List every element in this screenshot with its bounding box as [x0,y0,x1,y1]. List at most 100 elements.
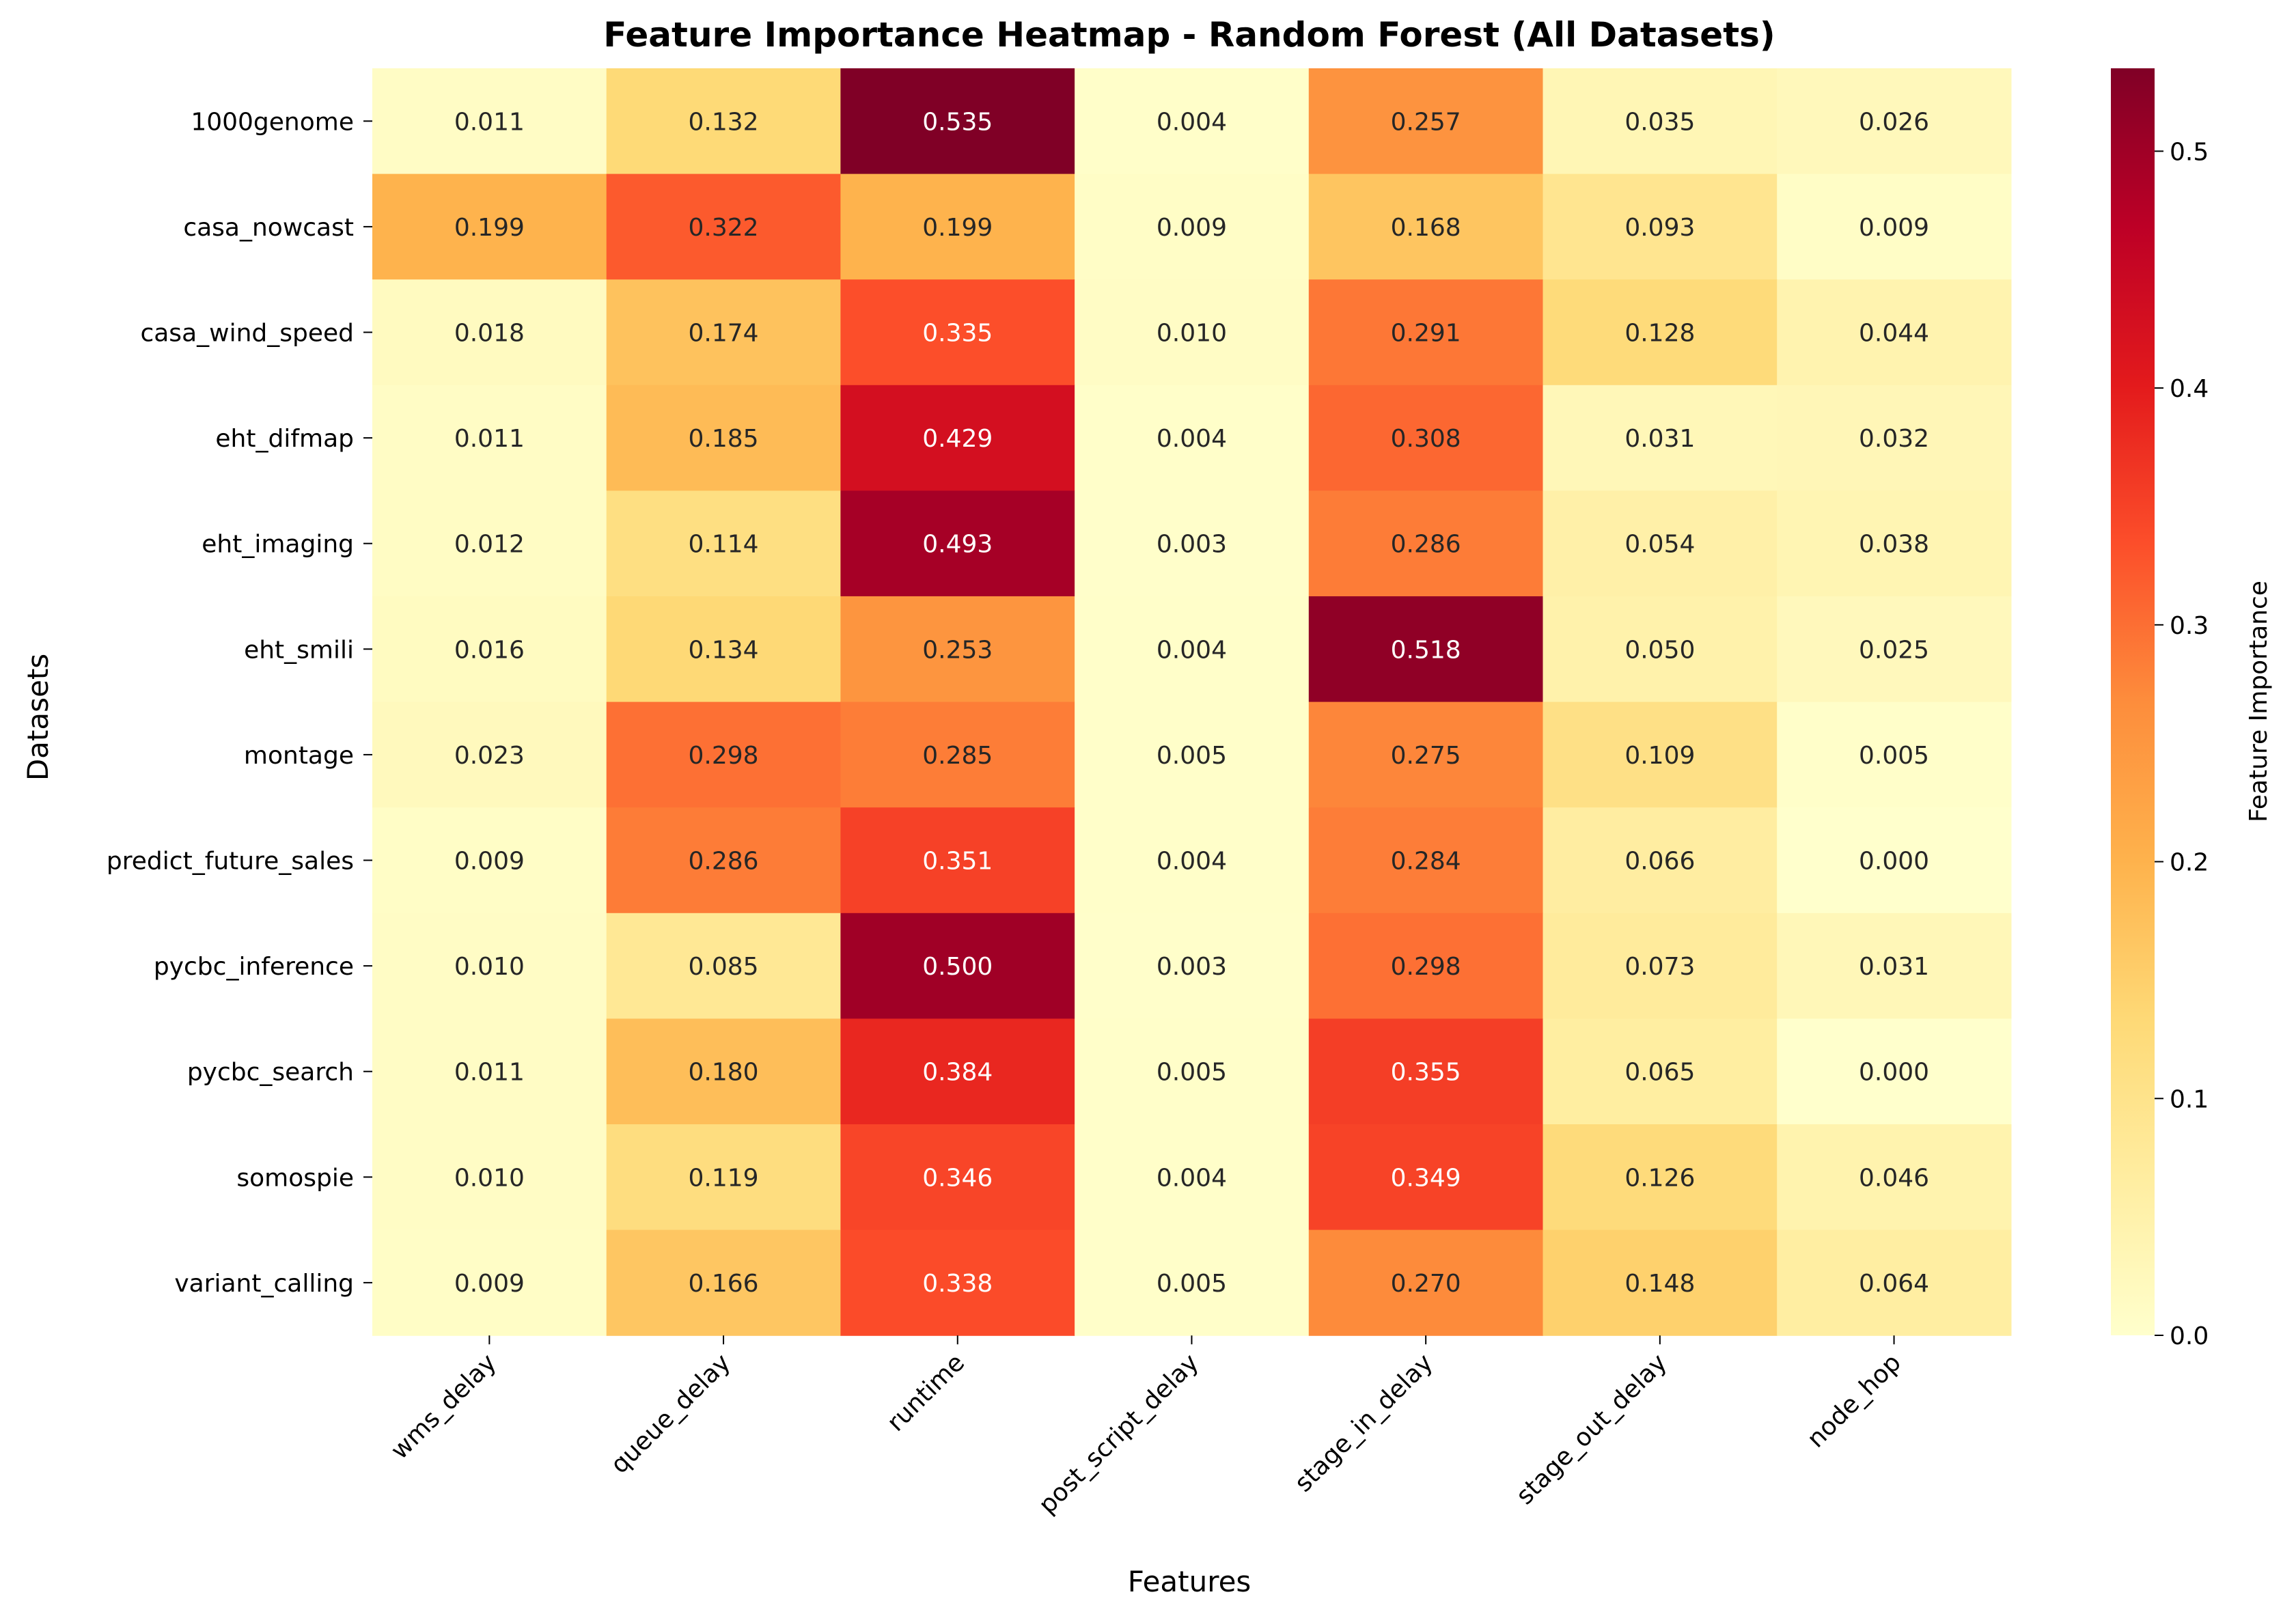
colorbar-tick-label: 0.0 [2170,1322,2209,1350]
heatmap-cell [840,173,1075,280]
cell-value-label: 0.016 [454,636,525,664]
heatmap-cells: 0.011 0.132 0.535 0.004 0.257 0.035 0.026 0.199… [372,68,2012,1336]
y-tick-label: somospie [236,1164,354,1192]
cell-value-label: 0.298 [1391,953,1461,981]
heatmap-cell [372,1229,607,1336]
cell-value-label: 0.005 [1157,742,1227,770]
heatmap-cell [1308,68,1544,175]
cell-value-label: 0.535 [922,108,993,136]
cell-value-label: 0.065 [1624,1059,1695,1087]
x-axis-label: Features [1128,1565,1251,1598]
cell-value-label: 0.500 [922,953,993,981]
cell-value-label: 0.275 [1391,742,1461,770]
cell-value-label: 0.338 [922,1270,993,1298]
y-tick-label: eht_smili [244,636,354,664]
cell-value-label: 0.284 [1391,848,1461,876]
cell-value-label: 0.384 [922,1059,993,1087]
heatmap-cell [1543,173,1778,280]
heatmap-cell [1308,807,1544,914]
cell-value-label: 0.126 [1624,1164,1695,1192]
cell-value-label: 0.132 [689,108,759,136]
cell-value-label: 0.009 [454,848,525,876]
cell-value-label: 0.128 [1624,320,1695,348]
heatmap-cell [372,913,607,1019]
colorbar-tick-label: 0.3 [2170,612,2209,640]
heatmap-cell [372,68,607,175]
heatmap-cell [1308,490,1544,597]
cell-value-label: 0.134 [689,636,759,664]
heatmap-cell [1308,1018,1544,1125]
cell-value-label: 0.166 [689,1270,759,1298]
cell-value-label: 0.064 [1859,1270,1929,1298]
cell-value-label: 0.066 [1624,848,1695,876]
heatmap-cell [1543,1124,1778,1231]
heatmap-cell [372,279,607,386]
heatmap-cell [1543,807,1778,914]
heatmap-cell [606,1018,841,1125]
cell-value-label: 0.005 [1157,1059,1227,1087]
heatmap-cell [606,279,841,386]
heatmap-cell [1777,1229,2012,1336]
cell-value-label: 0.346 [922,1164,993,1192]
cell-value-label: 0.114 [689,531,759,559]
heatmap-cell [606,1229,841,1336]
cell-value-label: 0.018 [454,320,525,348]
heatmap-cell [372,1018,607,1125]
heatmap-cell [372,596,607,703]
heatmap-cell [1075,1124,1310,1231]
cell-value-label: 0.003 [1157,531,1227,559]
colorbar-label: Feature Importance [2245,581,2273,822]
heatmap-cell [1543,1229,1778,1336]
cell-value-label: 0.035 [1624,108,1695,136]
heatmap-cell [372,807,607,914]
cell-value-label: 0.429 [922,425,993,453]
heatmap-cell [1777,807,2012,914]
cell-value-label: 0.109 [1624,742,1695,770]
heatmap-cell [1543,1018,1778,1125]
heatmap-cell [1308,913,1544,1019]
cell-value-label: 0.050 [1624,636,1695,664]
cell-value-label: 0.148 [1624,1270,1695,1298]
heatmap-cell [840,807,1075,914]
cell-value-label: 0.493 [922,531,993,559]
cell-value-label: 0.286 [689,848,759,876]
heatmap-cell [1777,596,2012,703]
heatmap-cell [1075,68,1310,175]
heatmap-cell [1777,1018,2012,1125]
heatmap-cell [840,490,1075,597]
heatmap-cell [1308,279,1544,386]
y-tick-label: casa_wind_speed [140,320,354,348]
heatmap-cell [840,701,1075,808]
y-tick-label: eht_imaging [202,531,354,559]
heatmap-cell [840,1124,1075,1231]
heatmap-cell [840,1229,1075,1336]
heatmap-cell [1308,385,1544,491]
cell-value-label: 0.093 [1624,214,1695,242]
cell-value-label: 0.351 [922,848,993,876]
cell-value-label: 0.199 [922,214,993,242]
heatmap-cell [1308,173,1544,280]
heatmap-cell [372,701,607,808]
y-tick-label: 1000genome [191,108,354,136]
heatmap-cell [1075,279,1310,386]
cell-value-label: 0.012 [454,531,525,559]
cell-value-label: 0.026 [1859,108,1929,136]
heatmap-cell [606,68,841,175]
y-tick-label: predict_future_sales [107,848,354,876]
heatmap-cell [1543,490,1778,597]
y-tick-label: variant_calling [174,1270,354,1298]
y-tick-label: eht_difmap [215,425,354,453]
cell-value-label: 0.054 [1624,531,1695,559]
heatmap-cell [1075,1229,1310,1336]
heatmap-cell [840,596,1075,703]
heatmap-cell [840,279,1075,386]
cell-value-label: 0.025 [1859,636,1929,664]
cell-value-label: 0.291 [1391,320,1461,348]
heatmap-cell [840,1018,1075,1125]
colorbar-tick-label: 0.1 [2170,1085,2209,1113]
heatmap-cell [1777,279,2012,386]
chart-title: Feature Importance Heatmap - Random Fore… [603,15,1775,55]
cell-value-label: 0.031 [1859,953,1929,981]
heatmap-cell [372,1124,607,1231]
